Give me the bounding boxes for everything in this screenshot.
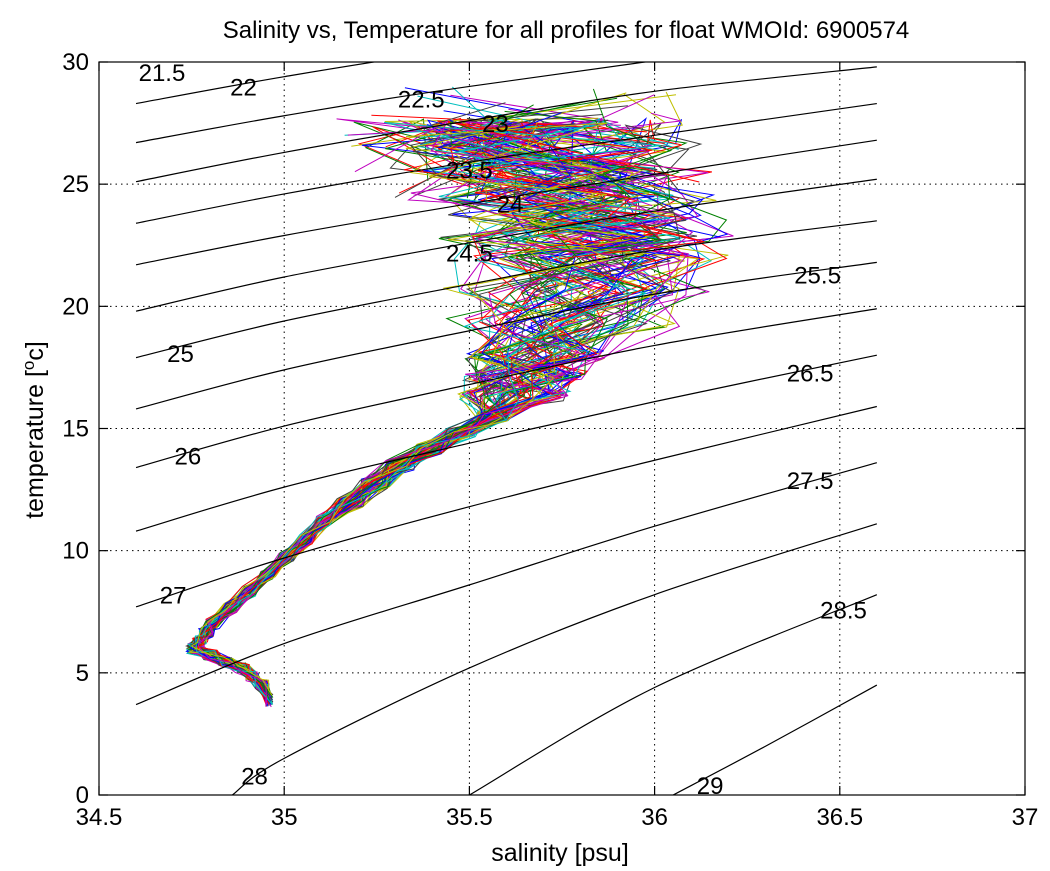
profile-lines	[184, 86, 734, 708]
isopycnal-label: 22	[230, 74, 257, 101]
profile-line	[187, 124, 703, 700]
y-axis-label-main: temperature [	[21, 370, 49, 519]
x-tick-label: 35.5	[446, 804, 493, 831]
y-tick-label: 5	[76, 660, 89, 687]
isopycnal-line	[135, 354, 877, 532]
chart-title: Salinity vs, Temperature for all profile…	[223, 17, 910, 44]
isopycnal-label: 29	[697, 773, 724, 800]
isopycnal-label: 27	[160, 583, 187, 610]
isopycnal-line	[135, 261, 877, 410]
isopycnal-label: 23	[482, 111, 509, 138]
y-axis-label-tail: c]	[21, 341, 49, 360]
x-tick-label: 36.5	[816, 804, 863, 831]
profile-line	[195, 122, 705, 702]
x-tick-label: 34.5	[76, 804, 123, 831]
isopycnal-line	[469, 594, 878, 795]
isopycnal-line	[135, 66, 877, 183]
profile-line	[190, 122, 610, 696]
y-tick-label: 10	[62, 538, 89, 565]
isopycnal-line	[135, 62, 650, 144]
profile-line	[187, 125, 648, 704]
y-tick-label: 0	[76, 782, 89, 809]
isopycnal-label: 23.5	[446, 158, 493, 185]
isopycnal-label: 26	[175, 443, 202, 470]
isopycnal-label: 28	[241, 763, 268, 790]
x-tick-labels: 34.5 35 35.5 36 36.5 37	[76, 804, 1039, 831]
x-tick-label: 35	[271, 804, 298, 831]
y-tick-label: 15	[62, 416, 89, 443]
y-axis-label: temperature [oc]	[19, 341, 49, 519]
isopycnal-line	[135, 102, 877, 224]
isopycnal-label: 25.5	[794, 263, 841, 290]
x-tick-label: 37	[1012, 804, 1039, 831]
profile-line	[192, 88, 673, 703]
isopycnal-line	[135, 308, 877, 469]
isopycnal-line	[135, 220, 877, 359]
axis-ticks	[98, 61, 1026, 796]
isopycnal-label: 21.5	[139, 60, 186, 87]
isopycnal-line	[672, 684, 878, 795]
profile-line	[186, 124, 642, 702]
y-axis-label-superscript: o	[19, 361, 38, 370]
profile-line	[197, 119, 624, 705]
isopycnal-label: 24.5	[446, 241, 493, 268]
y-tick-labels: 0 5 10 15 20 25 30	[62, 49, 89, 809]
isopycnal-line	[231, 523, 878, 795]
isopycnal-contours	[135, 62, 878, 795]
isopycnal-label: 28.5	[820, 597, 867, 624]
isopycnal-line	[135, 139, 877, 266]
y-tick-label: 20	[62, 293, 89, 320]
isopycnal-line	[135, 462, 878, 706]
x-tick-label: 36	[641, 804, 668, 831]
profile-line	[190, 125, 620, 701]
isopycnal-line	[135, 62, 377, 105]
isopycnal-label: 25	[167, 341, 194, 368]
isopycnal-line	[135, 405, 877, 608]
y-tick-label: 30	[62, 49, 89, 76]
isopycnal-line	[135, 178, 877, 312]
y-tick-label: 25	[62, 171, 89, 198]
isopycnal-label: 24	[497, 192, 524, 219]
isopycnal-label: 22.5	[398, 87, 445, 114]
isopycnal-label: 26.5	[787, 360, 834, 387]
isopycnal-label: 27.5	[787, 468, 834, 495]
x-axis-label: salinity [psu]	[491, 839, 629, 867]
